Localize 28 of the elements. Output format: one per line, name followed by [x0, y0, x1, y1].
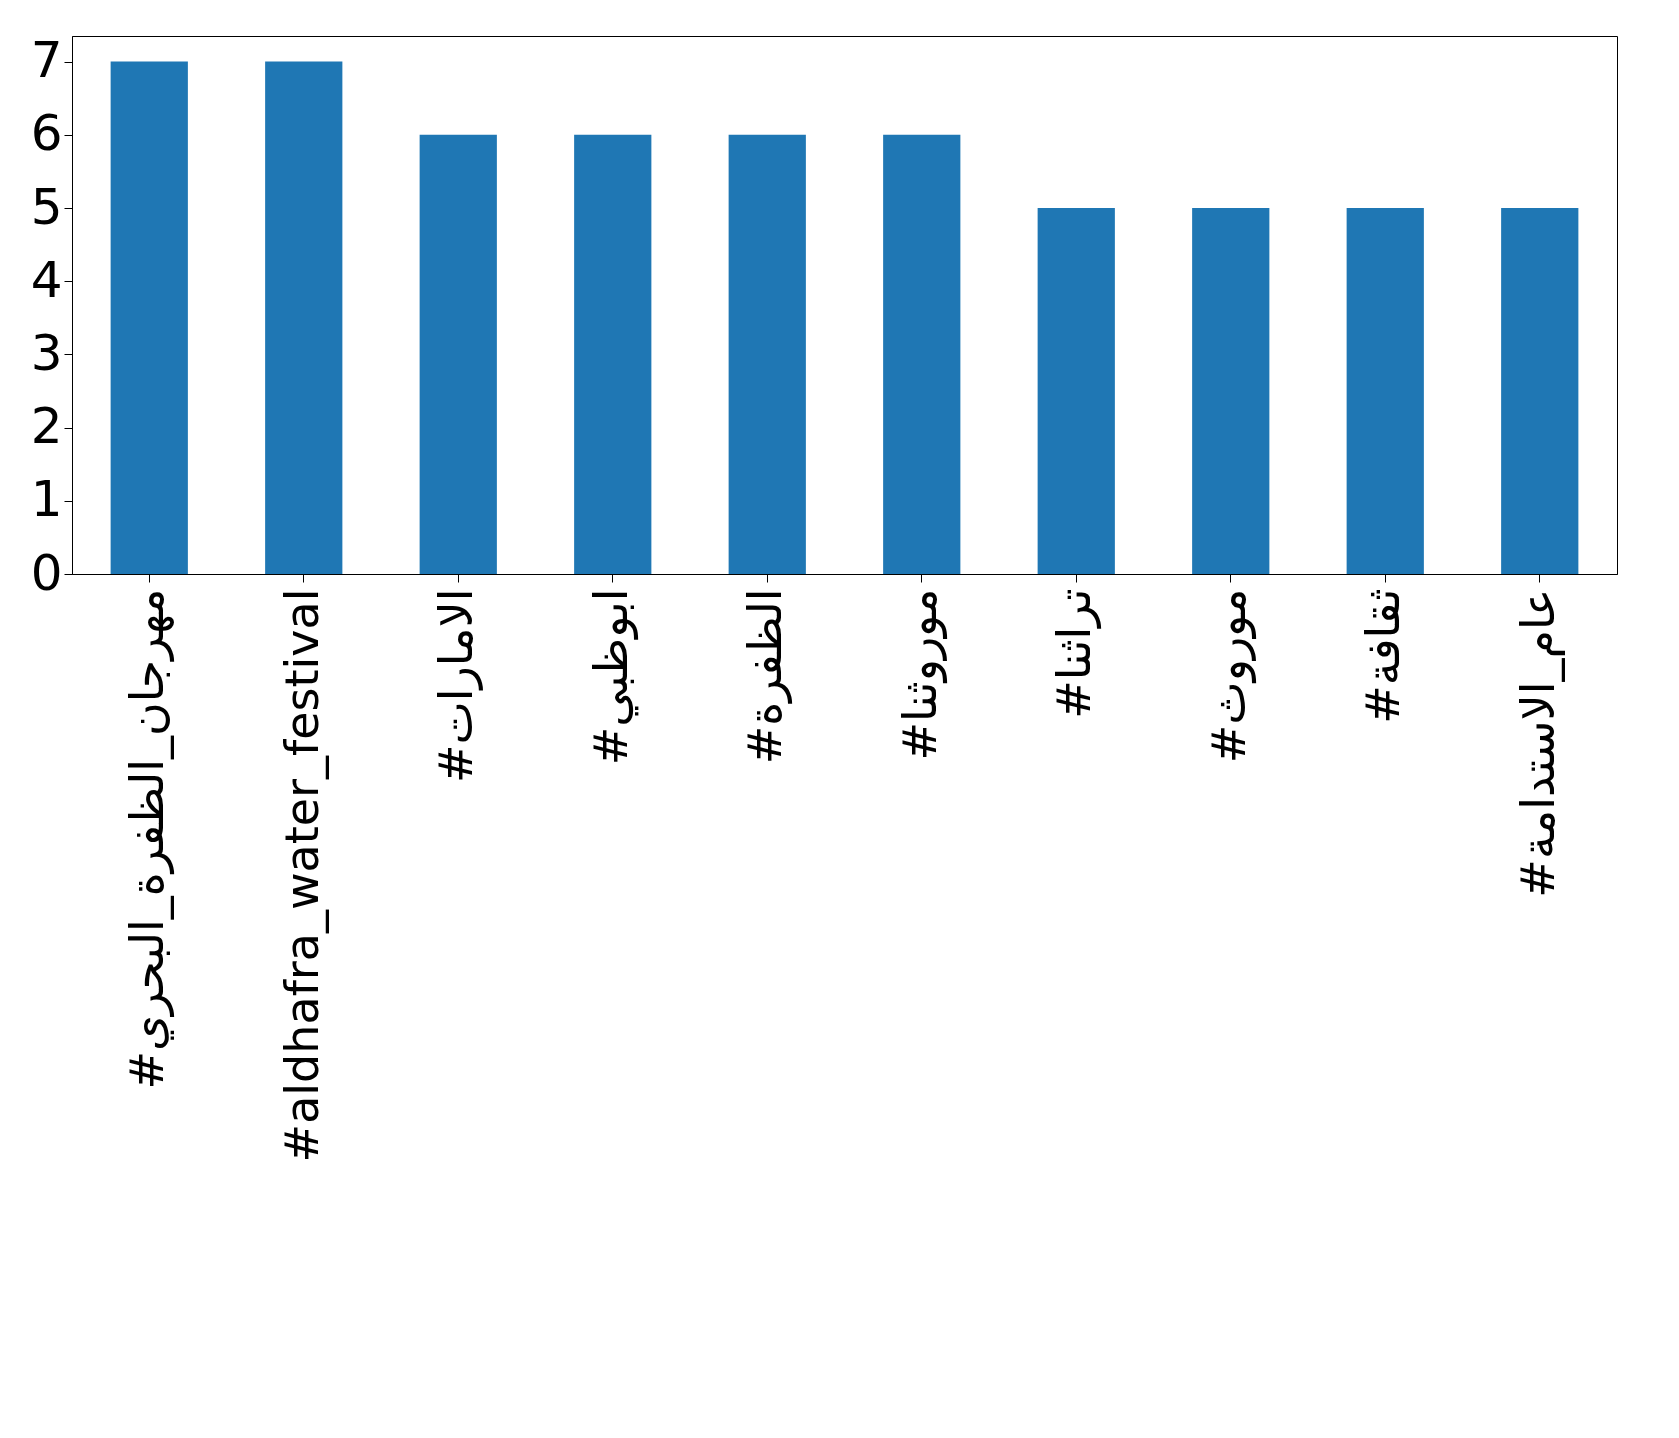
y-tick-label: 6 [30, 104, 63, 163]
x-tick-label: #ثقافة [1356, 588, 1411, 724]
bar [574, 134, 652, 574]
y-tick-label: 2 [30, 397, 63, 456]
bar [110, 61, 188, 574]
x-tick-label: #aldhafra_water_festival [274, 588, 329, 1163]
x-tick-label: #الظفرة [738, 588, 794, 765]
y-tick-label: 4 [30, 250, 63, 309]
bar [1501, 208, 1579, 574]
x-tick-label: #موروثنا [892, 588, 948, 761]
x-tick-label: #الامارات [429, 588, 484, 784]
bar [728, 134, 806, 574]
bar [265, 61, 343, 574]
bar [1346, 208, 1424, 574]
x-tick-label: #ابوظبي [583, 588, 639, 766]
bar [1037, 208, 1115, 574]
x-tick-label: #تراثنا [1047, 588, 1103, 719]
x-tick-label: #موروث [1201, 588, 1257, 764]
bar [883, 134, 961, 574]
y-tick-label: 3 [30, 323, 63, 382]
y-tick-label: 1 [30, 470, 63, 529]
x-tick-label: #عام_الاستدامة [1510, 588, 1565, 898]
y-tick-label: 0 [30, 543, 63, 602]
y-tick-label: 5 [30, 177, 63, 236]
x-tick-label: #مهرجان_الظفرة_البحري [120, 588, 176, 1090]
y-tick-label: 7 [30, 31, 63, 90]
bar [1192, 208, 1270, 574]
bar [419, 134, 497, 574]
